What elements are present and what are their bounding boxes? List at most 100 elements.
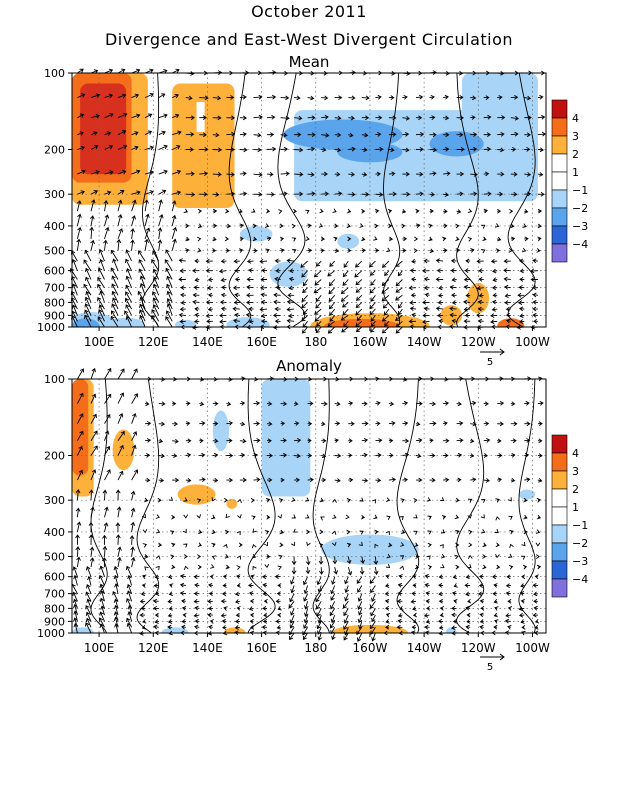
wind-vector xyxy=(456,209,462,214)
wind-vector xyxy=(117,392,125,404)
wind-vector xyxy=(212,236,217,242)
wind-vector xyxy=(490,258,498,264)
wind-vector xyxy=(440,497,445,502)
wind-vector xyxy=(314,315,322,322)
colorbar-swatch xyxy=(551,135,568,155)
wind-vector xyxy=(75,546,81,557)
wind-vector xyxy=(199,115,207,120)
wind-vector xyxy=(185,477,192,483)
wind-vector xyxy=(185,223,190,229)
colorbar: 4 3 2 1 −1 −2 −3 −4 xyxy=(551,99,588,263)
colorbar-swatch xyxy=(551,578,568,598)
wind-vector xyxy=(274,306,281,312)
wind-vector xyxy=(90,131,98,136)
wind-vector xyxy=(253,94,263,100)
plot-frame xyxy=(71,378,547,634)
wind-vector xyxy=(505,591,511,596)
wind-vector xyxy=(236,583,241,588)
anomaly-panel: Anomaly 100E 120E 140E 160E 180 160W 140W 120W 10… xyxy=(37,357,588,673)
wind-vector xyxy=(172,453,178,459)
wind-vector xyxy=(375,192,384,197)
wind-vector xyxy=(151,315,160,328)
wind-vector xyxy=(72,304,78,316)
wind-vector xyxy=(114,623,119,634)
wind-vector xyxy=(480,606,485,611)
wind-vector xyxy=(116,506,122,518)
wind-vector xyxy=(375,438,383,443)
wind-vector xyxy=(144,68,154,74)
wind-vector xyxy=(238,208,243,214)
wind-vector xyxy=(532,306,538,312)
wind-vector xyxy=(450,258,457,264)
wind-vector xyxy=(510,438,517,444)
wind-vector xyxy=(456,420,464,426)
contour-line xyxy=(518,379,536,633)
wind-vector xyxy=(413,530,418,535)
wind-vector xyxy=(316,608,322,617)
colorbar: 4 3 2 1 −1 −2 −3 −4 xyxy=(551,434,588,598)
wind-vector xyxy=(415,147,424,152)
wind-vector xyxy=(104,214,110,227)
wind-vector xyxy=(211,542,216,548)
wind-vector xyxy=(113,565,119,577)
wind-vector xyxy=(334,401,341,407)
wind-vector xyxy=(279,236,285,242)
wind-vector xyxy=(476,312,484,318)
wind-vector xyxy=(72,591,78,602)
wind-vector xyxy=(183,543,188,548)
wind-vector xyxy=(130,507,136,518)
wind-vector xyxy=(104,131,112,136)
wind-vector xyxy=(465,574,471,580)
wind-vector xyxy=(154,619,159,624)
wind-vector xyxy=(279,542,284,548)
wind-vector xyxy=(180,285,186,290)
wind-vector xyxy=(374,543,379,549)
wind-vector xyxy=(139,599,146,604)
wind-vector xyxy=(370,321,376,327)
contour-line xyxy=(277,73,306,327)
wind-vector xyxy=(212,401,219,406)
wind-vector xyxy=(517,292,525,298)
wind-vector xyxy=(332,498,337,503)
colorbar-swatch xyxy=(551,117,568,137)
wind-vector xyxy=(482,554,487,559)
wind-vector xyxy=(361,248,366,253)
wind-vector xyxy=(211,497,216,502)
wind-vector xyxy=(279,529,284,535)
wind-vector xyxy=(388,115,397,121)
wind-vector xyxy=(375,421,381,426)
wind-vector xyxy=(212,452,219,458)
wind-vector xyxy=(497,131,505,137)
wind-vector xyxy=(510,191,518,197)
wind-vector xyxy=(266,132,275,137)
wind-vector xyxy=(524,172,532,177)
wind-vector xyxy=(463,318,471,324)
wind-vector xyxy=(102,545,108,557)
wind-vector xyxy=(467,564,472,569)
wind-vector xyxy=(497,95,503,100)
pos2-region xyxy=(223,627,246,633)
wind-vector xyxy=(117,368,125,380)
wind-vector xyxy=(212,208,218,214)
colorbar-swatch xyxy=(551,560,568,580)
wind-vector xyxy=(183,208,189,213)
wind-vector xyxy=(467,598,472,604)
wind-vector xyxy=(205,313,213,318)
wind-vector xyxy=(275,285,281,290)
wind-vector xyxy=(321,95,329,101)
wind-vector xyxy=(504,618,511,624)
wind-vector xyxy=(280,248,285,253)
wind-vector xyxy=(85,617,92,628)
wind-vector xyxy=(260,292,268,298)
wind-vector xyxy=(371,593,376,602)
wind-vector xyxy=(497,477,502,483)
wind-vector xyxy=(165,267,173,280)
wind-vector xyxy=(158,453,165,459)
wind-vector xyxy=(395,326,403,334)
wind-vector xyxy=(111,303,119,316)
wind-vector xyxy=(327,270,335,277)
wind-vector xyxy=(234,277,240,282)
wind-vector xyxy=(315,593,322,603)
wind-vector xyxy=(196,498,202,503)
wind-vector xyxy=(220,292,227,298)
